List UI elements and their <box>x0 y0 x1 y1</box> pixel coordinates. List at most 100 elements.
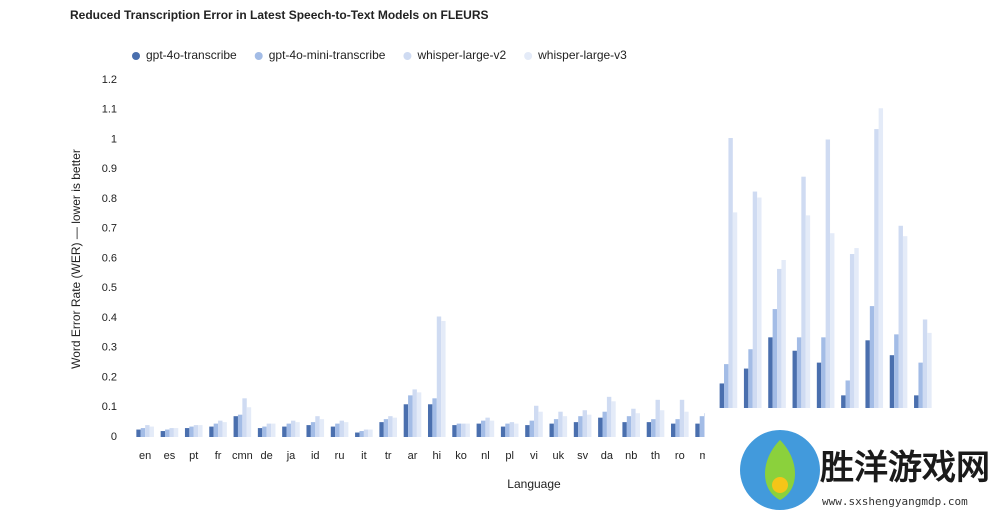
x-tick-label: nl <box>481 450 490 462</box>
bar <box>189 426 194 437</box>
watermark: 胜洋游戏网 www.sxshengyangmdp.com <box>705 408 1004 514</box>
bar <box>441 320 446 437</box>
bar <box>237 414 243 437</box>
bar <box>198 425 203 437</box>
bar <box>602 411 607 437</box>
bar <box>587 414 592 437</box>
legend-swatch <box>254 52 263 60</box>
x-tick-label: m <box>700 450 709 462</box>
bar <box>611 401 616 437</box>
legend-label: whisper-large-v3 <box>537 48 627 62</box>
legend-label: gpt-4o-transcribe <box>146 48 237 62</box>
x-tick-label: cmn <box>232 450 253 462</box>
bar <box>675 419 680 437</box>
bar <box>529 420 534 437</box>
bar <box>849 254 855 437</box>
bar <box>805 215 811 437</box>
bar <box>655 399 660 437</box>
bar <box>869 306 875 437</box>
bar <box>695 423 700 437</box>
legend-swatch <box>524 52 533 60</box>
x-tick-label: id <box>311 450 320 462</box>
bar <box>388 416 393 437</box>
bar <box>635 413 641 437</box>
bar <box>242 398 247 437</box>
bar <box>558 411 563 437</box>
bar <box>412 389 417 437</box>
bar <box>306 425 311 437</box>
bar <box>927 332 932 437</box>
bar <box>505 423 510 437</box>
bar <box>821 337 826 437</box>
bar <box>801 176 806 437</box>
y-tick-label: 0.8 <box>102 193 117 205</box>
bar <box>383 419 389 437</box>
bar <box>500 426 506 437</box>
bar <box>286 423 291 437</box>
bar <box>456 423 462 437</box>
chart-title: Reduced Transcription Error in Latest Sp… <box>70 8 489 22</box>
bar <box>728 138 733 437</box>
bar <box>476 423 481 437</box>
bar <box>918 362 923 437</box>
bar <box>757 197 762 437</box>
bar <box>830 233 835 437</box>
bar <box>315 416 320 437</box>
bar <box>894 334 899 437</box>
x-tick-label: ar <box>408 450 418 462</box>
y-axis-title: Word Error Rate (WER) — lower is better <box>69 149 83 369</box>
bar <box>514 423 519 437</box>
bar <box>262 426 267 437</box>
bar <box>671 423 676 437</box>
bar <box>743 368 749 437</box>
x-tick-label: vi <box>530 450 538 462</box>
x-tick-label: it <box>361 450 367 462</box>
bar <box>659 410 665 437</box>
bar <box>598 417 603 437</box>
bar <box>752 191 758 437</box>
y-tick-label: 1.2 <box>102 74 117 86</box>
bar <box>578 416 583 437</box>
bar <box>149 426 154 437</box>
bar <box>485 417 490 437</box>
bar <box>898 225 903 437</box>
bar <box>403 404 409 437</box>
bar <box>379 422 384 437</box>
bar <box>173 428 179 437</box>
bar <box>796 337 802 437</box>
bar <box>816 362 822 437</box>
bar <box>699 416 705 437</box>
y-tick-label: 0.7 <box>102 223 117 235</box>
y-tick-label: 0.4 <box>102 312 117 324</box>
bar <box>427 404 433 437</box>
bar <box>825 139 831 437</box>
bar <box>606 396 612 437</box>
bar <box>271 423 276 437</box>
bar <box>330 426 336 437</box>
y-tick-label: 0.5 <box>102 282 117 294</box>
x-tick-label: hi <box>433 450 442 462</box>
bar <box>626 416 632 437</box>
bar <box>165 429 170 437</box>
x-tick-label: en <box>139 450 151 462</box>
legend-swatch <box>403 52 412 60</box>
bar <box>781 259 786 437</box>
bar <box>622 422 627 437</box>
y-tick-label: 0.3 <box>102 342 117 354</box>
bar <box>295 422 300 437</box>
bar <box>553 419 559 437</box>
bar <box>538 411 543 437</box>
bar <box>233 416 238 437</box>
bar <box>549 423 554 437</box>
bar <box>777 268 782 437</box>
watermark-url: www.sxshengyangmdp.com <box>822 495 968 508</box>
x-tick-label: tr <box>385 450 392 462</box>
bar <box>854 248 859 437</box>
bar <box>140 428 146 437</box>
bar <box>582 410 588 437</box>
x-tick-label: th <box>651 450 660 462</box>
legend-swatch <box>132 52 140 60</box>
bar <box>865 340 870 437</box>
bar <box>724 364 729 437</box>
